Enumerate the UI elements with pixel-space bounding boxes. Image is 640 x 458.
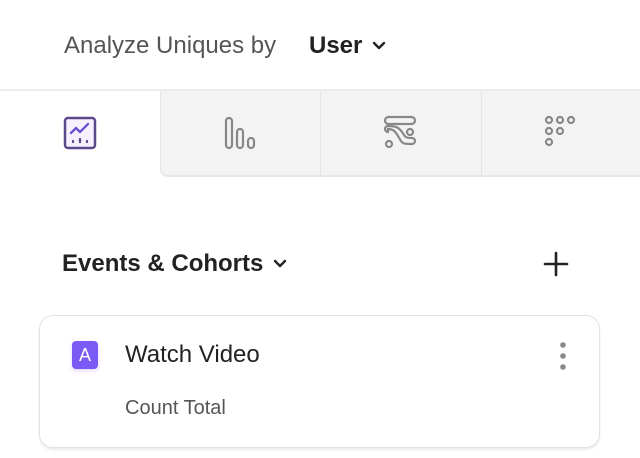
chevron-down-icon <box>274 259 287 268</box>
event-name[interactable]: Watch Video <box>125 341 260 368</box>
chart-type-tabs <box>0 91 640 177</box>
entity-dropdown[interactable]: User <box>309 32 386 60</box>
retention-grid-icon <box>544 115 575 147</box>
tab-retention[interactable] <box>481 91 640 177</box>
tab-flows[interactable] <box>320 91 481 177</box>
plus-icon[interactable] <box>542 250 570 278</box>
section-title: Events & Cohorts <box>62 250 264 277</box>
event-measure[interactable]: Count Total <box>125 397 226 419</box>
events-cohorts-dropdown[interactable]: Events & Cohorts <box>62 250 287 278</box>
entity-value: User <box>309 32 363 59</box>
event-letter-badge: A <box>72 341 98 369</box>
flows-icon <box>383 115 417 149</box>
analyze-label: Analyze Uniques by <box>64 32 277 59</box>
header: Analyze Uniques by User <box>0 0 640 91</box>
more-vertical-icon[interactable] <box>556 341 570 371</box>
event-card[interactable]: A Watch Video Count Total <box>39 315 600 448</box>
tab-bar[interactable] <box>160 91 321 177</box>
chevron-down-icon <box>373 41 386 50</box>
bar-chart-icon <box>224 116 256 150</box>
tab-insights[interactable] <box>0 91 160 175</box>
line-chart-icon <box>63 116 97 150</box>
